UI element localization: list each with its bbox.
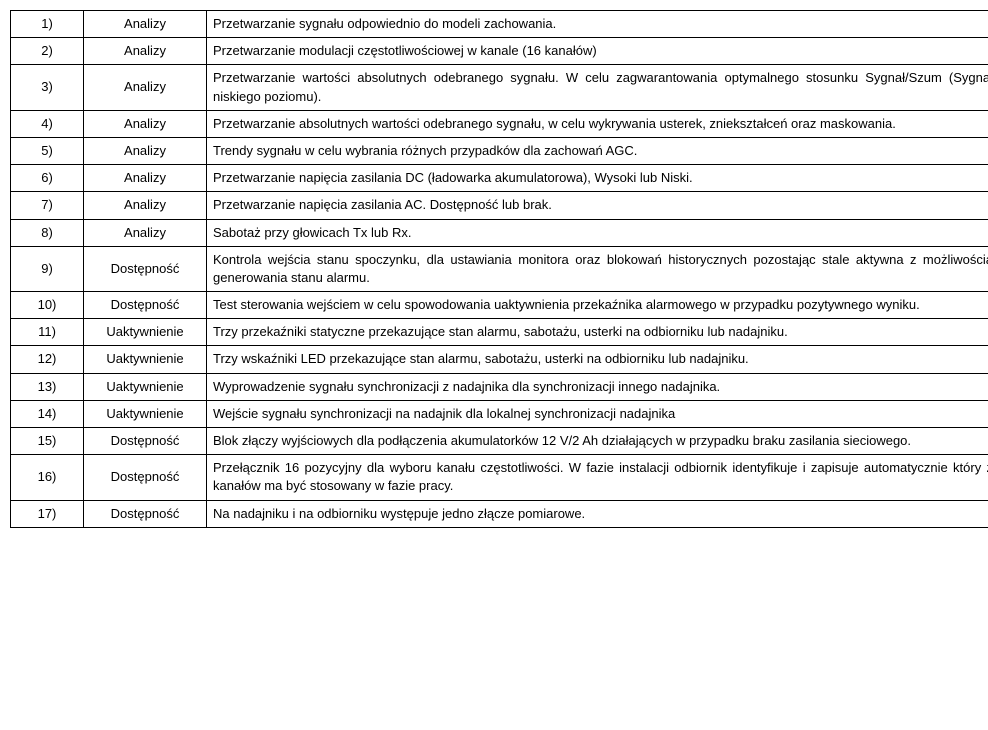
row-number: 6) — [11, 165, 84, 192]
table-body: 1)AnalizyPrzetwarzanie sygnału odpowiedn… — [11, 11, 988, 528]
row-category: Analizy — [84, 38, 207, 65]
row-category: Dostępność — [84, 246, 207, 291]
row-category: Uaktywnienie — [84, 346, 207, 373]
row-number: 12) — [11, 346, 84, 373]
row-description: Sabotaż przy głowicach Tx lub Rx. — [207, 219, 988, 246]
table-row: 5)AnalizyTrendy sygnału w celu wybrania … — [11, 137, 988, 164]
row-description: Blok złączy wyjściowych dla podłączenia … — [207, 428, 988, 455]
row-description: Trzy przekaźniki statyczne przekazujące … — [207, 319, 988, 346]
row-category: Analizy — [84, 137, 207, 164]
row-category: Uaktywnienie — [84, 319, 207, 346]
row-description: Przetwarzanie napięcia zasilania AC. Dos… — [207, 192, 988, 219]
row-category: Dostępność — [84, 292, 207, 319]
row-description: Na nadajniku i na odbiorniku występuje j… — [207, 500, 988, 527]
table-row: 16)DostępnośćPrzełącznik 16 pozycyjny dl… — [11, 455, 988, 500]
table-row: 7)AnalizyPrzetwarzanie napięcia zasilani… — [11, 192, 988, 219]
row-description: Przetwarzanie modulacji częstotliwościow… — [207, 38, 988, 65]
table-row: 1)AnalizyPrzetwarzanie sygnału odpowiedn… — [11, 11, 988, 38]
row-description: Wejście sygnału synchronizacji na nadajn… — [207, 400, 988, 427]
row-description: Przetwarzanie napięcia zasilania DC (ład… — [207, 165, 988, 192]
row-number: 8) — [11, 219, 84, 246]
row-number: 16) — [11, 455, 84, 500]
row-number: 10) — [11, 292, 84, 319]
table-row: 2)AnalizyPrzetwarzanie modulacji częstot… — [11, 38, 988, 65]
table-row: 10)DostępnośćTest sterowania wejściem w … — [11, 292, 988, 319]
table-row: 13)UaktywnienieWyprowadzenie sygnału syn… — [11, 373, 988, 400]
row-description: Test sterowania wejściem w celu spowodow… — [207, 292, 988, 319]
row-number: 7) — [11, 192, 84, 219]
table-row: 12)UaktywnienieTrzy wskaźniki LED przeka… — [11, 346, 988, 373]
row-number: 9) — [11, 246, 84, 291]
row-number: 1) — [11, 11, 84, 38]
row-number: 14) — [11, 400, 84, 427]
table-row: 9)DostępnośćKontrola wejścia stanu spocz… — [11, 246, 988, 291]
row-category: Analizy — [84, 192, 207, 219]
row-description: Przetwarzanie sygnału odpowiednio do mod… — [207, 11, 988, 38]
row-description: Wyprowadzenie sygnału synchronizacji z n… — [207, 373, 988, 400]
table-row: 11)UaktywnienieTrzy przekaźniki statyczn… — [11, 319, 988, 346]
row-category: Analizy — [84, 11, 207, 38]
row-number: 2) — [11, 38, 84, 65]
table-row: 6)AnalizyPrzetwarzanie napięcia zasilani… — [11, 165, 988, 192]
row-number: 11) — [11, 319, 84, 346]
row-category: Analizy — [84, 110, 207, 137]
row-category: Uaktywnienie — [84, 373, 207, 400]
row-category: Dostępność — [84, 455, 207, 500]
row-category: Analizy — [84, 65, 207, 110]
table-row: 15)DostępnośćBlok złączy wyjściowych dla… — [11, 428, 988, 455]
row-category: Uaktywnienie — [84, 400, 207, 427]
table-row: 4)AnalizyPrzetwarzanie absolutnych warto… — [11, 110, 988, 137]
row-description: Trzy wskaźniki LED przekazujące stan ala… — [207, 346, 988, 373]
row-description: Kontrola wejścia stanu spoczynku, dla us… — [207, 246, 988, 291]
row-number: 15) — [11, 428, 84, 455]
row-description: Przełącznik 16 pozycyjny dla wyboru kana… — [207, 455, 988, 500]
table-row: 8)AnalizySabotaż przy głowicach Tx lub R… — [11, 219, 988, 246]
row-description: Przetwarzanie absolutnych wartości odebr… — [207, 110, 988, 137]
table-row: 17)DostępnośćNa nadajniku i na odbiornik… — [11, 500, 988, 527]
row-description: Trendy sygnału w celu wybrania różnych p… — [207, 137, 988, 164]
row-number: 17) — [11, 500, 84, 527]
row-category: Dostępność — [84, 500, 207, 527]
table-row: 3)AnalizyPrzetwarzanie wartości absolutn… — [11, 65, 988, 110]
row-number: 3) — [11, 65, 84, 110]
row-category: Analizy — [84, 219, 207, 246]
row-number: 13) — [11, 373, 84, 400]
row-number: 4) — [11, 110, 84, 137]
row-description: Przetwarzanie wartości absolutnych odebr… — [207, 65, 988, 110]
row-category: Analizy — [84, 165, 207, 192]
table-row: 14)UaktywnienieWejście sygnału synchroni… — [11, 400, 988, 427]
row-category: Dostępność — [84, 428, 207, 455]
functions-table: 1)AnalizyPrzetwarzanie sygnału odpowiedn… — [10, 10, 988, 528]
row-number: 5) — [11, 137, 84, 164]
